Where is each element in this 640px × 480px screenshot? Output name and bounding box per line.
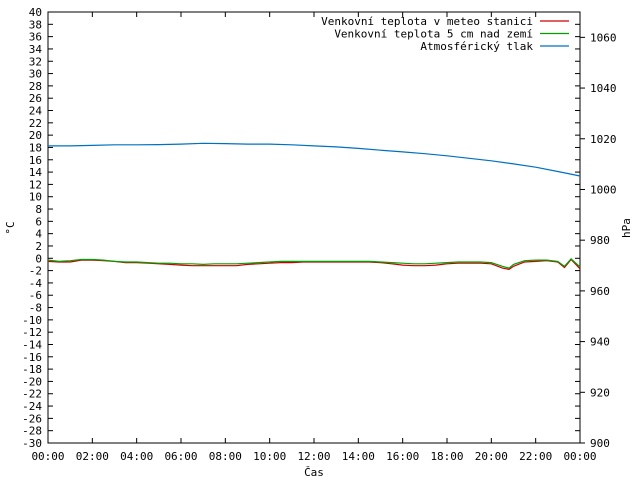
x-tick-label: 04:00 <box>120 450 153 463</box>
y-tick-label-right: 980 <box>590 234 610 247</box>
y-tick-label-left: 30 <box>29 68 42 81</box>
y-tick-label-left: 36 <box>29 31 42 44</box>
y-tick-label-right: 940 <box>590 336 610 349</box>
y-tick-label-right: 960 <box>590 285 610 298</box>
legend-label: Venkovní teplota v meteo stanici <box>321 15 533 28</box>
y-tick-label-left: -10 <box>22 314 42 327</box>
plot-border <box>47 11 581 444</box>
y-axis-label-left: °C <box>4 221 17 234</box>
y-tick-label-left: 4 <box>35 228 42 241</box>
y-tick-label-left: 28 <box>29 80 42 93</box>
y-tick-label-left: 20 <box>29 129 42 142</box>
y-tick-label-left: -8 <box>29 302 42 315</box>
y-tick-label-left: -20 <box>22 375 42 388</box>
y-tick-label-left: 18 <box>29 141 42 154</box>
legend-label: Venkovní teplota 5 cm nad zemí <box>334 28 533 41</box>
y-tick-label-left: 16 <box>29 154 42 167</box>
y-tick-label-left: 12 <box>29 178 42 191</box>
y-tick-label-left: 24 <box>29 105 43 118</box>
x-tick-label: 00:00 <box>31 450 64 463</box>
x-tick-label: 08:00 <box>209 450 242 463</box>
y-ticks-right: 1060 1040 1020 1000 980 960 940 920 900 <box>580 31 617 450</box>
series-line-1 <box>47 258 581 269</box>
y-tick-label-left: -16 <box>22 351 42 364</box>
y-tick-label-left: 10 <box>29 191 42 204</box>
y-tick-label-left: 40 <box>29 6 42 19</box>
y-tick-label-left: -26 <box>22 412 42 425</box>
y-tick-label-left: 26 <box>29 92 42 105</box>
y-tick-label-left: 8 <box>35 203 42 216</box>
y-tick-label-right: 1020 <box>590 133 617 146</box>
y-tick-label-left: -24 <box>22 400 42 413</box>
x-tick-label: 02:00 <box>76 450 109 463</box>
y-ticks-left: 4038363432302826242220181614121086420-2-… <box>22 6 580 450</box>
y-tick-label-left: -28 <box>22 425 42 438</box>
legend: Venkovní teplota v meteo staniciVenkovní… <box>321 15 569 53</box>
legend-label: Atmosférický tlak <box>420 40 533 53</box>
x-tick-label: 18:00 <box>430 450 463 463</box>
x-tick-label: 16:00 <box>386 450 419 463</box>
y-tick-label-left: -18 <box>22 363 42 376</box>
series-line-2 <box>48 142 581 177</box>
y-tick-label-left: 2 <box>35 240 42 253</box>
y-axis-label-right: hPa <box>620 218 633 238</box>
y-tick-label-left: 34 <box>29 43 43 56</box>
axes-frame <box>47 11 581 444</box>
y-tick-label-right: 1000 <box>590 183 617 196</box>
y-tick-label-left: -2 <box>29 265 42 278</box>
x-tick-label: 06:00 <box>164 450 197 463</box>
x-tick-label: 12:00 <box>297 450 330 463</box>
y-tick-label-left: 38 <box>29 18 42 31</box>
x-tick-label: 20:00 <box>475 450 508 463</box>
y-tick-label-left: 32 <box>29 55 42 68</box>
series-lines <box>47 142 581 271</box>
x-tick-label: 14:00 <box>342 450 375 463</box>
x-axis-label: Čas <box>304 466 324 479</box>
y-tick-label-left: -30 <box>22 437 42 450</box>
y-tick-label-left: 6 <box>35 215 42 228</box>
y-tick-label-right: 1040 <box>590 82 617 95</box>
y-tick-label-left: -4 <box>29 277 43 290</box>
y-tick-label-left: 0 <box>35 252 42 265</box>
x-tick-label: 00:00 <box>563 450 596 463</box>
y-tick-label-left: -12 <box>22 326 42 339</box>
x-tick-label: 10:00 <box>253 450 286 463</box>
y-tick-label-left: -14 <box>22 338 42 351</box>
x-ticks: 00:00 02:00 04:00 06:00 08:00 10:00 12:00 14:00… <box>31 12 597 463</box>
y-tick-label-right: 1060 <box>590 31 617 44</box>
y-tick-label-right: 900 <box>590 437 610 450</box>
y-tick-label-left: 14 <box>29 166 43 179</box>
x-tick-label: 22:00 <box>519 450 552 463</box>
y-tick-label-right: 920 <box>590 386 610 399</box>
y-tick-label-left: -6 <box>29 289 42 302</box>
y-tick-label-left: -22 <box>22 388 42 401</box>
y-tick-label-left: 22 <box>29 117 42 130</box>
